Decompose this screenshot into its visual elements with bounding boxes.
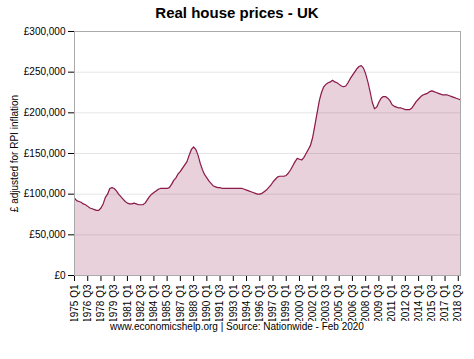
svg-text:2015 Q3: 2015 Q3 — [426, 284, 437, 321]
svg-text:2003 Q3: 2003 Q3 — [320, 284, 331, 321]
svg-text:1987 Q1: 1987 Q1 — [175, 284, 186, 321]
html-text:www.economicshelp.org | Source: www.economicshelp.org | Source: Nationwi… — [110, 321, 364, 332]
svg-text:2014 Q1: 2014 Q1 — [413, 284, 424, 321]
svg-text:1979 Q3: 1979 Q3 — [108, 284, 119, 321]
svg-text:1988 Q3: 1988 Q3 — [188, 284, 199, 321]
svg-text:2017 Q1: 2017 Q1 — [439, 284, 450, 321]
svg-text:£50,000: £50,000 — [29, 229, 66, 240]
svg-text:2002 Q1: 2002 Q1 — [307, 284, 318, 321]
svg-text:1981 Q1: 1981 Q1 — [122, 284, 133, 321]
svg-text:1997 Q3: 1997 Q3 — [267, 284, 278, 321]
svg-text:1982 Q3: 1982 Q3 — [135, 284, 146, 321]
svg-text:£300,000: £300,000 — [24, 26, 66, 37]
svg-text:1999 Q1: 1999 Q1 — [280, 284, 291, 321]
svg-text:1991 Q3: 1991 Q3 — [214, 284, 225, 321]
svg-text:£ adjusted for RPI inflation: £ adjusted for RPI inflation — [9, 95, 20, 212]
svg-text:1993 Q1: 1993 Q1 — [228, 284, 239, 321]
svg-text:£0: £0 — [54, 270, 66, 281]
svg-text:1975 Q1: 1975 Q1 — [69, 284, 80, 321]
svg-text:1990 Q1: 1990 Q1 — [201, 284, 212, 321]
svg-text:1985 Q3: 1985 Q3 — [161, 284, 172, 321]
svg-text:2009 Q3: 2009 Q3 — [373, 284, 384, 321]
svg-text:2012 Q3: 2012 Q3 — [400, 284, 411, 321]
svg-text:£150,000: £150,000 — [24, 148, 66, 159]
svg-text:2000 Q3: 2000 Q3 — [294, 284, 305, 321]
svg-text:1994 Q3: 1994 Q3 — [241, 284, 252, 321]
svg-text:2006 Q3: 2006 Q3 — [347, 284, 358, 321]
svg-text:2011 Q1: 2011 Q1 — [386, 284, 397, 321]
svg-text:2005 Q1: 2005 Q1 — [333, 284, 344, 321]
svg-text:£100,000: £100,000 — [24, 188, 66, 199]
svg-text:2018 Q3: 2018 Q3 — [452, 284, 463, 321]
svg-text:1976 Q3: 1976 Q3 — [82, 284, 93, 321]
svg-text:1978 Q1: 1978 Q1 — [95, 284, 106, 321]
svg-text:2008 Q1: 2008 Q1 — [360, 284, 371, 321]
svg-text:1996 Q1: 1996 Q1 — [254, 284, 265, 321]
svg-text:£200,000: £200,000 — [24, 107, 66, 118]
svg-text:1984 Q1: 1984 Q1 — [148, 284, 159, 321]
svg-text:£250,000: £250,000 — [24, 66, 66, 77]
html-text:Real house prices - UK: Real house prices - UK — [155, 4, 319, 21]
